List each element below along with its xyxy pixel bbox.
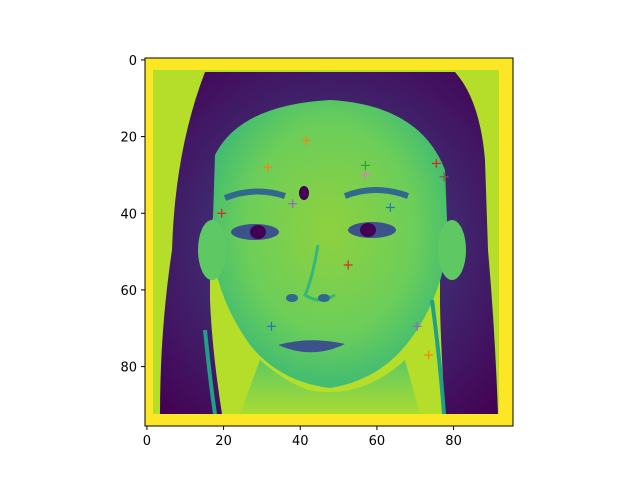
- x-tick-label: 60: [369, 434, 386, 449]
- landmark-marker: [360, 170, 370, 180]
- neck: [240, 360, 420, 414]
- left-pupil: [250, 225, 266, 239]
- landmark-marker: [424, 350, 434, 360]
- nostril-right: [318, 294, 330, 302]
- landmark-marker: [343, 260, 353, 270]
- landmark-marker: [301, 135, 311, 145]
- x-tick-label: 20: [215, 434, 232, 449]
- landmark-marker: [288, 199, 298, 209]
- landmark-marker: [385, 203, 395, 212]
- right-ear: [438, 220, 466, 280]
- x-tick-label: 40: [292, 434, 309, 449]
- y-tick-label: 20: [120, 131, 137, 146]
- lips: [278, 340, 345, 353]
- face: [212, 100, 448, 388]
- left-ear: [198, 220, 226, 280]
- y-tick-label: 60: [120, 284, 137, 299]
- landmark-marker: [439, 172, 449, 182]
- right-eyebrow: [343, 187, 410, 199]
- x-axis: 0 20 40 60 80: [143, 426, 462, 449]
- y-tick-label: 0: [129, 54, 137, 69]
- left-eyebrow: [223, 188, 286, 201]
- landmark-marker: [431, 158, 441, 168]
- right-pupil: [360, 223, 376, 237]
- hair-strand-left: [203, 329, 217, 415]
- hair-strand-right: [430, 299, 446, 415]
- y-tick-label: 80: [120, 361, 137, 376]
- landmark-marker: [412, 321, 422, 331]
- portrait-image: [145, 58, 513, 426]
- landmark-marker: [360, 160, 370, 170]
- x-tick-label: 80: [445, 434, 462, 449]
- forehead-mark: [299, 186, 309, 200]
- landmark-marker: [267, 321, 276, 331]
- axes-frame: [144, 57, 514, 427]
- y-axis: 0 20 40 60 80: [120, 54, 145, 376]
- landmark-marker: [263, 162, 273, 172]
- landmark-marker: [217, 208, 227, 218]
- x-tick-label: 0: [143, 434, 151, 449]
- nostril-left: [286, 294, 298, 302]
- landmark-markers: [217, 135, 449, 360]
- y-tick-label: 40: [120, 207, 137, 222]
